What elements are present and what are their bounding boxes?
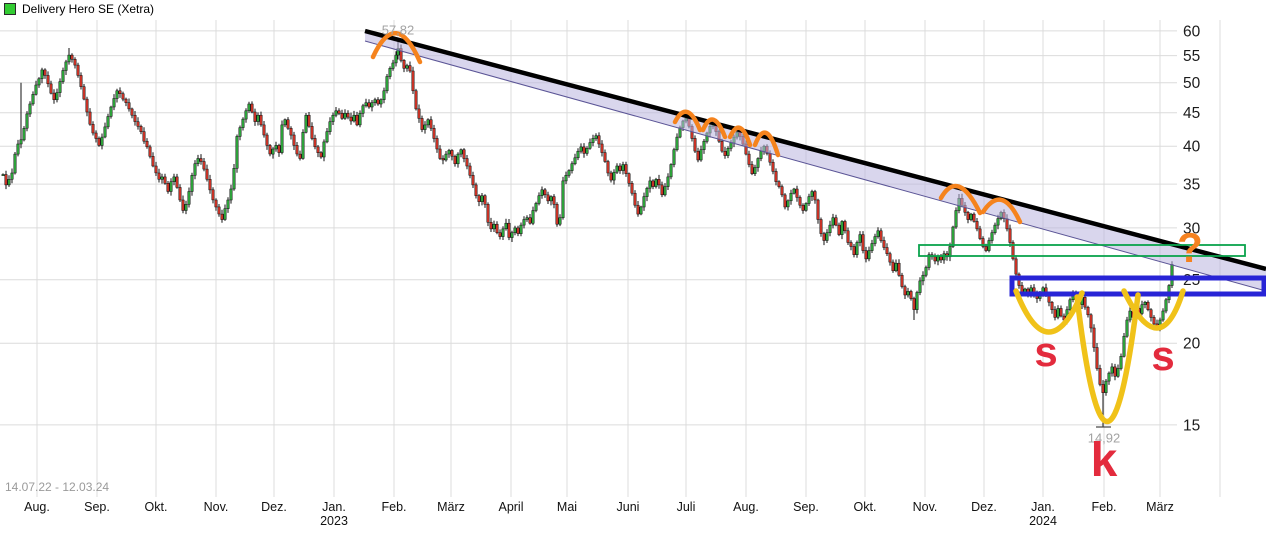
x-tick-label: Juni	[617, 500, 640, 514]
date-range-label: 14.07.22 - 12.03.24	[5, 480, 110, 494]
x-tick-label: Okt.	[854, 500, 877, 514]
y-tick-label: 55	[1183, 48, 1200, 65]
resistance-zone-green	[918, 244, 1246, 257]
y-tick-label: 15	[1183, 417, 1200, 434]
x-tick-label: Aug.	[733, 500, 759, 514]
chart-legend: Delivery Hero SE (Xetra)	[4, 2, 154, 16]
x-tick-label: Sep.	[84, 500, 110, 514]
right-shoulder-letter: s	[1151, 332, 1175, 379]
x-tick-label: Feb.	[381, 500, 406, 514]
y-tick-label: 60	[1183, 23, 1201, 40]
x-axis: Aug. Sep. Okt. Nov. Dez. Jan. Feb. März April Mai…	[24, 500, 1174, 528]
legend-color-square	[4, 3, 16, 15]
x-tick-label: Okt.	[145, 500, 168, 514]
left-shoulder-letter: s	[1034, 328, 1058, 375]
x-tick-label: Jan.	[322, 500, 346, 514]
trough-price-label: 14,92	[1087, 430, 1121, 446]
grid	[0, 20, 1221, 497]
x-year-label: 2024	[1029, 514, 1057, 528]
orange-top-arcs	[370, 31, 1023, 225]
support-zone-blue	[1009, 275, 1266, 297]
x-tick-label: Feb.	[1091, 500, 1116, 514]
y-tick-label: 20	[1183, 336, 1201, 353]
y-tick-label: 35	[1183, 177, 1200, 194]
x-tick-label: Jan.	[1031, 500, 1055, 514]
x-tick-label: Sep.	[793, 500, 819, 514]
trend-channel	[364, 28, 1266, 292]
question-mark-annotation: ?	[1177, 224, 1203, 271]
x-tick-label: Juli	[677, 500, 696, 514]
x-tick-label: Nov.	[913, 500, 938, 514]
yellow-shoulder-head-arcs	[1013, 288, 1186, 424]
y-tick-label: 25	[1183, 272, 1200, 289]
x-tick-label: März	[1146, 500, 1174, 514]
head-letter: k	[1090, 434, 1118, 487]
y-tick-label: 30	[1183, 220, 1201, 237]
chart-title: Delivery Hero SE (Xetra)	[22, 2, 155, 16]
x-tick-label: Dez.	[261, 500, 287, 514]
x-year-label: 2023	[320, 514, 348, 528]
x-tick-label: Mai	[557, 500, 577, 514]
peak-price-label: 57,82	[381, 22, 415, 38]
y-tick-label: 45	[1183, 105, 1200, 122]
x-tick-label: Dez.	[971, 500, 997, 514]
x-tick-label: Aug.	[24, 500, 50, 514]
y-tick-label: 40	[1183, 139, 1201, 156]
y-tick-label: 50	[1183, 75, 1201, 92]
candles-layer	[1, 41, 1174, 427]
x-tick-label: Nov.	[204, 500, 229, 514]
x-tick-label: April	[498, 500, 523, 514]
x-tick-label: März	[437, 500, 465, 514]
y-axis: 60 55 50 45 40 35 30 25 20 15	[1183, 23, 1201, 434]
